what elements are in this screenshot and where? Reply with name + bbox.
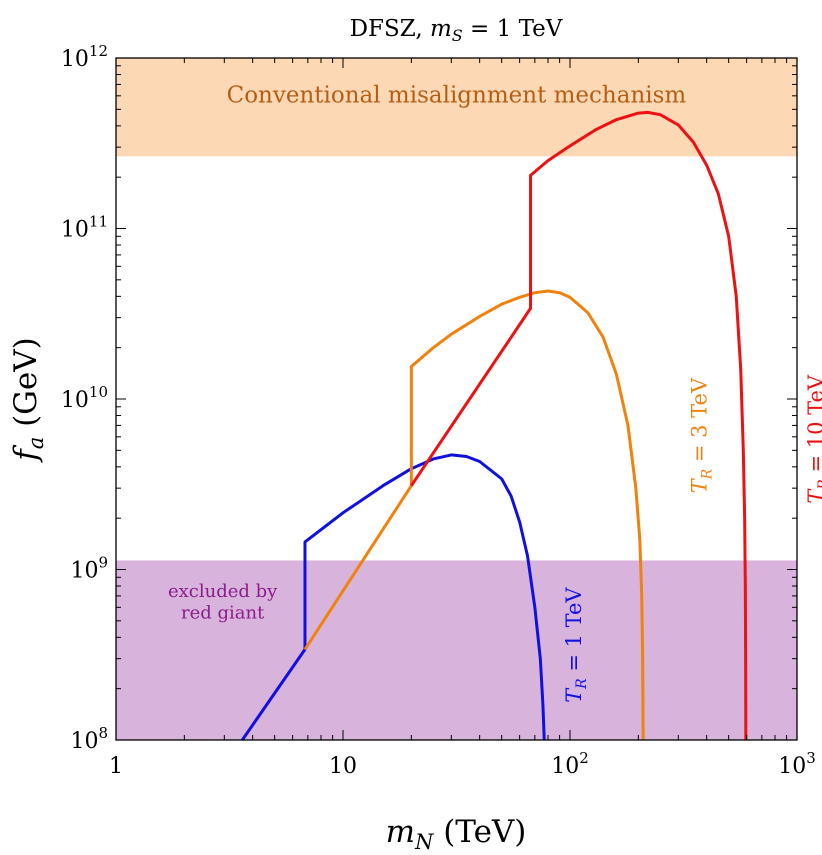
x-tick-label: 102 (551, 749, 589, 779)
chart-title: DFSZ, mS = 1 TeV (350, 16, 563, 45)
curves (241, 110, 748, 741)
curve-label: TR = 1 TeV (562, 587, 590, 703)
bands (116, 58, 797, 740)
curve-label: TR = 3 TeV (688, 377, 716, 493)
curve-t-r-3-tev (303, 289, 645, 741)
y-tick-label: 1011 (61, 213, 108, 243)
y-tick-label: 109 (70, 554, 108, 584)
red-giant-band-label: excluded by (168, 581, 278, 602)
misalignment-band (116, 58, 797, 157)
x-tick-label: 10 (329, 754, 357, 779)
plot-frame (115, 57, 798, 741)
ticks (116, 58, 797, 740)
y-axis-label: fa (GeV) (8, 337, 48, 463)
x-tick-label: 103 (778, 749, 816, 779)
curve-t-r-1-tev (241, 453, 546, 741)
curve-t-r-10-tev (410, 110, 748, 741)
y-tick-label: 108 (70, 724, 108, 754)
labels: Conventional misalignment mechanism exclu… (8, 16, 822, 854)
curve-label: TR = 10 TeV (804, 374, 822, 504)
x-axis-label: mN (TeV) (386, 814, 527, 854)
x-tick-label: 1 (109, 754, 123, 779)
red-giant-band-label: red giant (181, 602, 265, 623)
red-giant-band (116, 560, 797, 740)
misalignment-band-label: Conventional misalignment mechanism (227, 83, 687, 109)
y-tick-label: 1012 (61, 42, 108, 72)
y-tick-label: 1010 (61, 383, 108, 413)
